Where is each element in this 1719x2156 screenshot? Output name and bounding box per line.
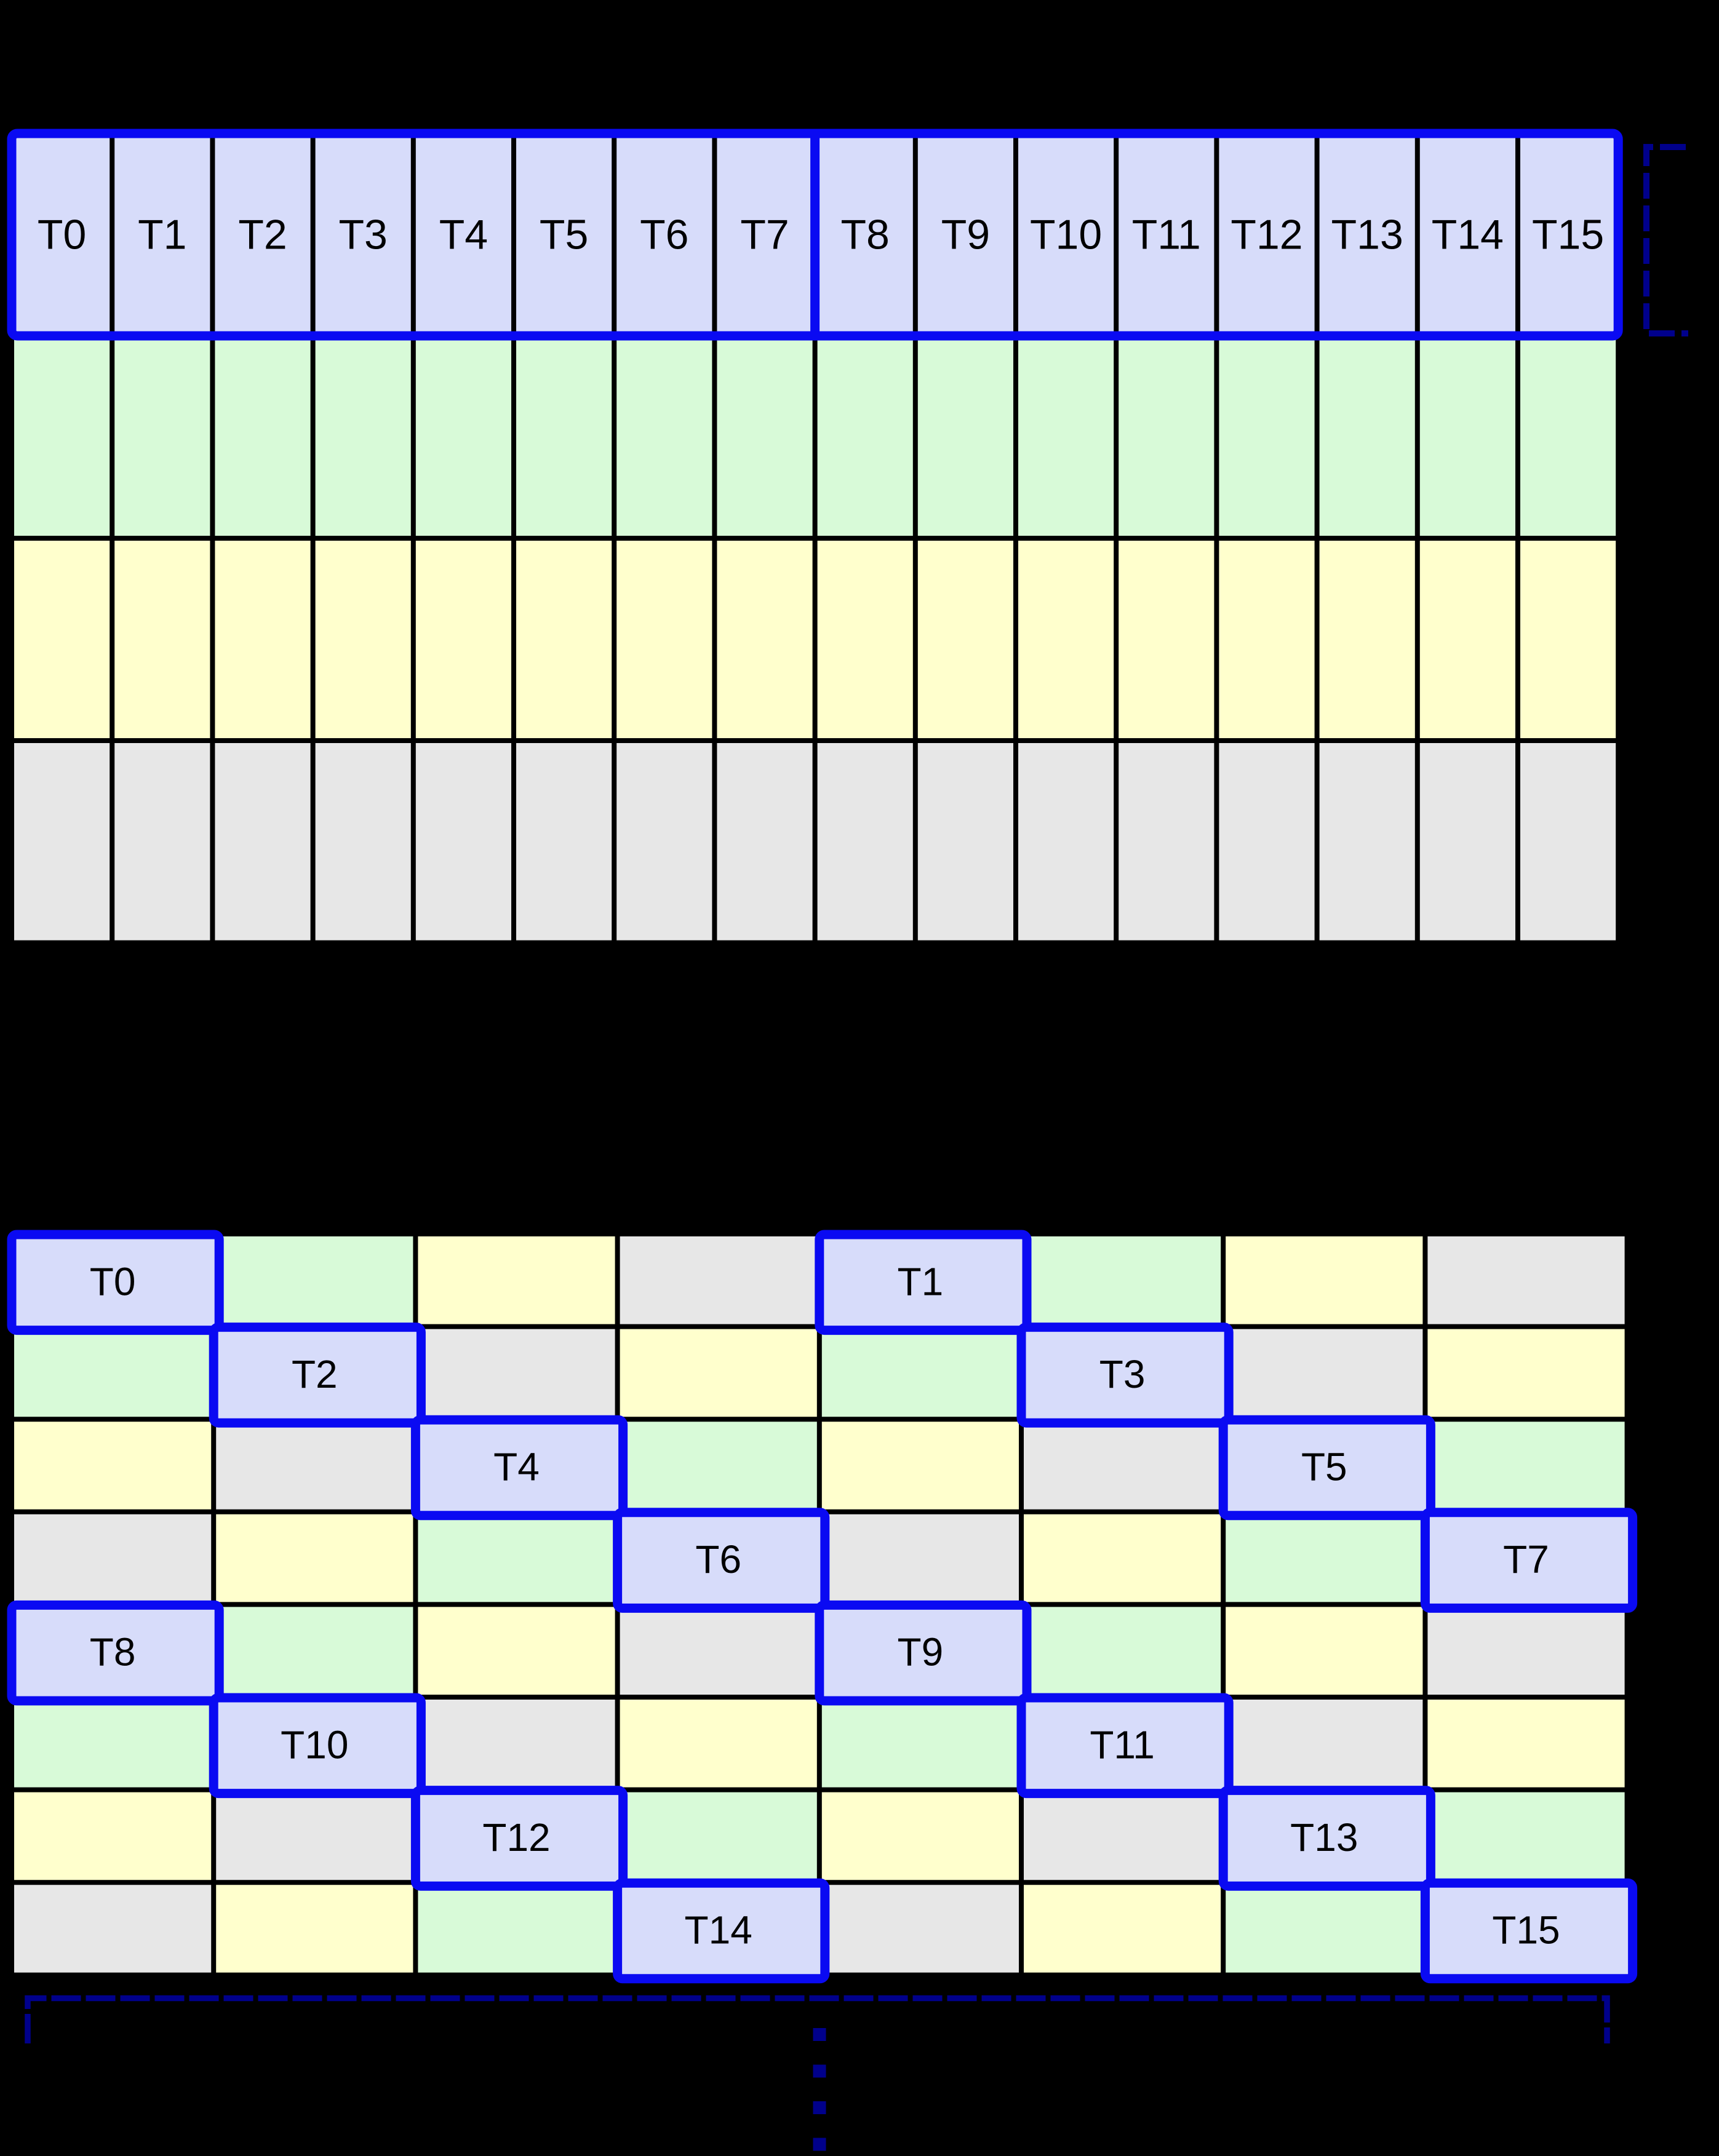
svg-text:T13: T13 [1290, 1815, 1358, 1860]
svg-text:T15: T15 [1492, 1908, 1560, 1952]
svg-text:T12: T12 [482, 1815, 550, 1860]
svg-text:T2: T2 [238, 212, 287, 258]
svg-text:T1: T1 [138, 212, 186, 258]
svg-text:T5: T5 [540, 212, 588, 258]
svg-text:T8: T8 [90, 1630, 136, 1674]
svg-text:T14: T14 [1432, 212, 1504, 258]
svg-text:T15: T15 [1532, 212, 1604, 258]
svg-text:T12: T12 [1230, 212, 1302, 258]
svg-text:T6: T6 [695, 1537, 741, 1581]
svg-text:T10: T10 [1030, 212, 1102, 258]
svg-text:T9: T9 [898, 1630, 944, 1674]
svg-text:T8: T8 [841, 212, 890, 258]
svg-text:T7: T7 [1503, 1537, 1549, 1581]
svg-text:T10: T10 [281, 1722, 348, 1767]
svg-text:T5: T5 [1301, 1445, 1347, 1489]
svg-text:T7: T7 [740, 212, 789, 258]
svg-text:T14: T14 [685, 1908, 752, 1952]
svg-text:T3: T3 [339, 212, 388, 258]
svg-text:T4: T4 [439, 212, 488, 258]
svg-text:T13: T13 [1331, 212, 1403, 258]
svg-text:T9: T9 [941, 212, 990, 258]
svg-text:T6: T6 [640, 212, 688, 258]
svg-text:T3: T3 [1099, 1352, 1146, 1396]
svg-text:T4: T4 [493, 1445, 540, 1489]
svg-text:T0: T0 [38, 212, 86, 258]
svg-text:T2: T2 [292, 1352, 338, 1396]
svg-text:T1: T1 [898, 1259, 944, 1303]
svg-text:T0: T0 [90, 1259, 136, 1303]
svg-text:T11: T11 [1090, 1722, 1155, 1767]
svg-text:T11: T11 [1132, 212, 1201, 258]
